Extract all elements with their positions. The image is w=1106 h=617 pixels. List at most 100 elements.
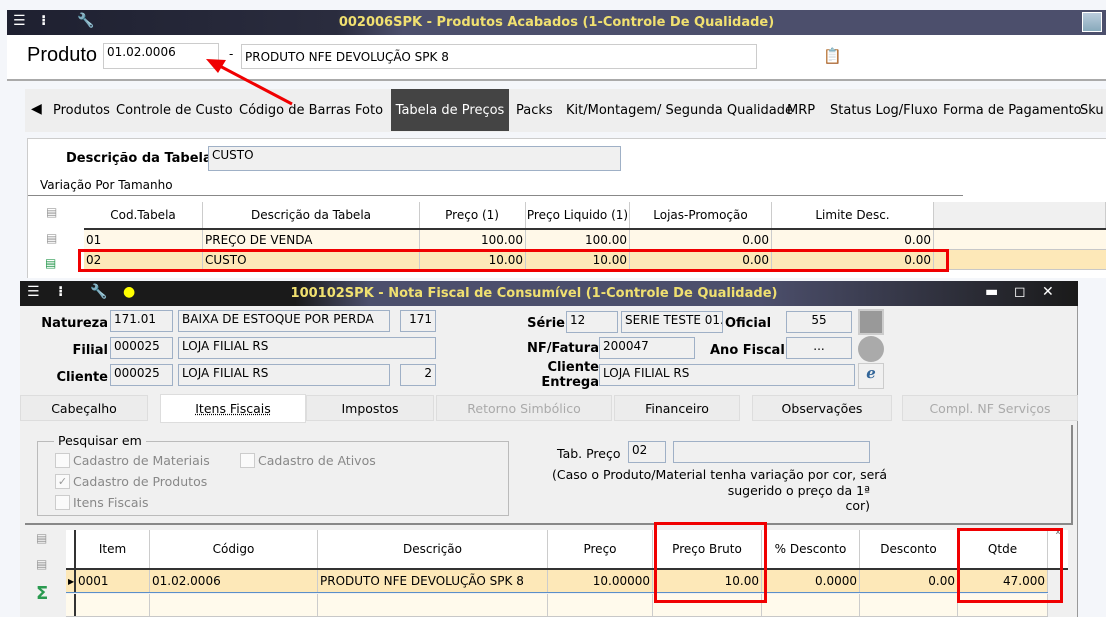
serie-desc-input[interactable]: SERIE TESTE 01.1 — [621, 311, 723, 333]
ano-fiscal-label: Ano Fiscal — [710, 343, 785, 358]
table-row[interactable]: 01 PREÇO DE VENDA 100.00 100.00 0.00 0.0… — [84, 230, 1106, 250]
col-qtde[interactable]: Qtde — [958, 530, 1048, 568]
oficial-input[interactable]: 55 — [786, 311, 852, 333]
col-limite-desc[interactable]: Limite Desc. — [772, 202, 934, 228]
back-window-title: 002006SPK - Produtos Acabados (1-Control… — [338, 15, 775, 30]
tab-codigo-barras[interactable]: Código de Barras — [239, 102, 351, 118]
tab-compl-nf-servicos[interactable]: Compl. NF Serviços — [902, 395, 1078, 421]
tab-financeiro[interactable]: Financeiro — [614, 395, 740, 421]
serie-code-input[interactable]: 12 — [566, 311, 618, 333]
tab-sku[interactable]: Sku — [1080, 102, 1104, 118]
sum-icon[interactable]: Σ — [36, 583, 49, 604]
produto-code-input[interactable]: 01.02.0006 — [103, 43, 219, 69]
tab-produtos[interactable]: Produtos — [53, 102, 110, 118]
tab-controle-custo[interactable]: Controle de Custo — [116, 102, 233, 118]
produto-label: Produto — [27, 44, 98, 66]
col-perc-desconto[interactable]: % Desconto — [762, 530, 860, 568]
col-preco-liquido[interactable]: Preço Liquido (1) — [526, 202, 630, 228]
col-lojas-promocao[interactable]: Lojas-Promoção — [630, 202, 772, 228]
col-descricao[interactable]: Descrição — [318, 530, 548, 568]
tab-kit-montagem[interactable]: Kit/Montagem/ Segunda Qualidade — [566, 102, 793, 118]
tab-itens-fiscais[interactable]: Itens Fiscais — [160, 394, 306, 423]
empty-row — [66, 594, 1048, 617]
filial-label: Filial — [72, 343, 108, 358]
maximize-button[interactable]: ◻ — [1014, 284, 1026, 300]
descricao-label: Descrição da Tabela — [66, 151, 212, 166]
wrench-icon[interactable]: 🔧 — [90, 284, 108, 300]
copy-icon[interactable]: 📋 — [823, 47, 842, 65]
tab-forma-pagamento[interactable]: Forma de Pagamento — [943, 102, 1082, 118]
tab-preco-note: (Caso o Produto/Material tenha variação … — [552, 467, 888, 482]
produto-desc-input[interactable]: PRODUTO NFE DEVOLUÇÃO SPK 8 — [241, 44, 757, 69]
col-codigo[interactable]: Código — [150, 530, 318, 568]
tab-preco-desc-input[interactable] — [673, 441, 870, 463]
cliente-entrega-input[interactable]: LOJA FILIAL RS — [599, 364, 855, 386]
cliente-desc-input[interactable]: LOJA FILIAL RS — [178, 364, 390, 386]
close-button[interactable]: ✕ — [1042, 284, 1054, 300]
checkbox-ativos[interactable]: Cadastro de Ativos — [240, 450, 376, 471]
add-row-icon[interactable]: ▤ — [36, 531, 48, 545]
cliente-label: Cliente — [56, 370, 108, 385]
image-icon[interactable] — [1082, 12, 1102, 32]
tab-retorno-simbolico[interactable]: Retorno Simbólico — [436, 395, 612, 421]
cell: 100.00 — [420, 230, 526, 249]
col-descricao[interactable]: Descrição da Tabela — [203, 202, 420, 228]
col-preco-bruto[interactable]: Preço Bruto — [653, 530, 762, 568]
tab-observacoes[interactable]: Observações — [752, 395, 892, 421]
cliente-entrega-label: Cliente — [547, 360, 599, 375]
col-preco[interactable]: Preço — [548, 530, 653, 568]
remove-row-icon[interactable]: ▤ — [36, 557, 48, 571]
edit-icon[interactable]: ℯ — [858, 363, 884, 389]
cell: 01 — [84, 230, 203, 249]
cliente-entrega-label-2: Entrega — [541, 375, 599, 390]
wrench-icon[interactable]: 🔧 — [77, 13, 95, 29]
natureza-code-input[interactable]: 171.01 — [110, 310, 173, 332]
col-cod-tabela[interactable]: Cod.Tabela — [84, 202, 203, 228]
tab-foto[interactable]: Foto — [355, 102, 384, 118]
filial-desc-input[interactable]: LOJA FILIAL RS — [178, 337, 436, 359]
tab-mrp[interactable]: MRP — [787, 102, 816, 118]
add-row-icon[interactable]: ▤ — [46, 205, 58, 219]
traffic-light-icon[interactable]: ⁝ — [41, 13, 47, 29]
scroll-up-icon[interactable]: ˄ — [1055, 530, 1061, 544]
annotation-arrow — [206, 59, 293, 106]
ano-fiscal-input[interactable]: ... — [786, 337, 852, 359]
checkbox-itens-fiscais[interactable]: Itens Fiscais — [55, 492, 148, 513]
produto-bar: Produto 01.02.0006 - PRODUTO NFE DEVOLUÇ… — [7, 35, 1106, 81]
tab-tabela-precos[interactable]: Tabela de Preços — [391, 89, 509, 131]
descricao-input[interactable]: CUSTO — [208, 146, 621, 171]
col-item[interactable]: Item — [76, 530, 150, 568]
minimize-button[interactable]: ▬ — [985, 284, 999, 300]
col-desconto[interactable]: Desconto — [860, 530, 958, 568]
table-row-selected[interactable]: 02 CUSTO 10.00 10.00 0.00 0.00 — [84, 250, 1106, 270]
checkbox-produtos[interactable]: ✓ Cadastro de Produtos — [55, 471, 207, 492]
tab-packs[interactable]: Packs — [516, 102, 553, 118]
tab-impostos[interactable]: Impostos — [306, 395, 434, 421]
remove-row-icon[interactable]: ▤ — [46, 231, 58, 245]
nf-fatura-input[interactable]: 200047 — [599, 337, 695, 359]
cliente-num-input[interactable]: 2 — [400, 364, 436, 386]
menu-icon[interactable]: ☰ — [27, 284, 40, 300]
cell: PREÇO DE VENDA — [203, 230, 420, 249]
traffic-light-icon[interactable]: ⁝ — [58, 284, 64, 300]
cell: CUSTO — [203, 250, 420, 269]
lightbulb-icon[interactable]: ● — [123, 284, 136, 300]
table-row-selected[interactable]: ▶ 0001 01.02.0006 PRODUTO NFE DEVOLUÇÃO … — [66, 570, 1048, 593]
tab-status-log[interactable]: Status Log/Fluxo — [830, 102, 938, 118]
cell: 0.00 — [630, 250, 772, 269]
tab-cabecalho[interactable]: Cabeçalho — [20, 395, 148, 421]
tab-preco-input[interactable]: 02 — [628, 441, 666, 463]
scroll-left-icon[interactable]: ◀ — [31, 101, 42, 117]
back-tabs: ◀ Produtos Controle de Custo Código de B… — [25, 89, 1106, 132]
cell: 100.00 — [526, 230, 630, 249]
filial-code-input[interactable]: 000025 — [110, 337, 173, 359]
natureza-num-input[interactable]: 171 — [400, 310, 436, 332]
search-grid-icon[interactable]: ▤ — [45, 256, 57, 270]
tab-preco-note-2: sugerido o preço da 1ª cor) — [727, 483, 870, 513]
menu-icon[interactable]: ☰ — [13, 13, 26, 29]
pesquisar-legend: Pesquisar em — [54, 433, 146, 448]
col-preco[interactable]: Preço (1) — [420, 202, 526, 228]
cliente-code-input[interactable]: 000025 — [110, 364, 173, 386]
checkbox-materiais[interactable]: Cadastro de Materiais — [55, 450, 210, 471]
natureza-desc-input[interactable]: BAIXA DE ESTOQUE POR PERDA — [178, 310, 390, 332]
